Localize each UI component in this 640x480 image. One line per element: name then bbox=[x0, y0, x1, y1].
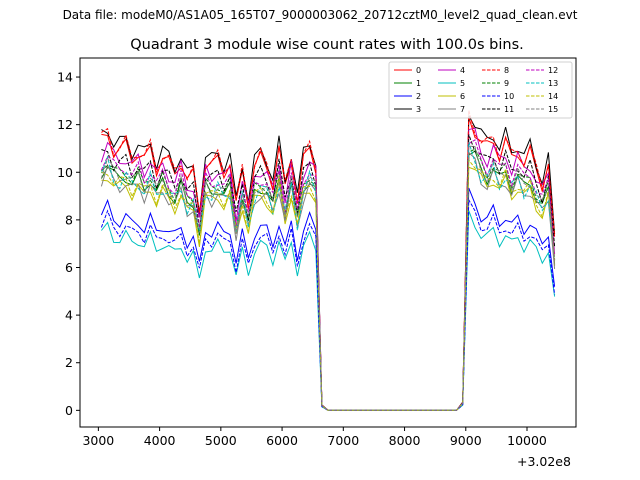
plot-area bbox=[80, 58, 576, 427]
y-tick-label: 2 bbox=[65, 355, 73, 370]
legend-label-2: 2 bbox=[416, 92, 421, 101]
figure-suptitle: Data file: modeM0/AS1A05_165T07_90000030… bbox=[62, 8, 578, 22]
legend-label-7: 7 bbox=[460, 105, 465, 114]
x-tick-label: 10000 bbox=[507, 433, 547, 448]
legend-label-0: 0 bbox=[416, 66, 421, 75]
y-tick-label: 0 bbox=[65, 403, 73, 418]
legend-label-8: 8 bbox=[504, 66, 509, 75]
legend-label-6: 6 bbox=[460, 92, 465, 101]
x-tick-label: 8000 bbox=[389, 433, 421, 448]
legend-label-10: 10 bbox=[504, 92, 514, 101]
y-tick-label: 6 bbox=[65, 260, 73, 275]
y-tick-label: 10 bbox=[57, 165, 73, 180]
axes-frame bbox=[79, 57, 577, 428]
legend-label-1: 1 bbox=[416, 79, 421, 88]
y-tick-label: 4 bbox=[65, 308, 73, 323]
axes-group: 3000 4000 5000 6000 7000 8000 9000 100000246810… bbox=[57, 57, 577, 448]
y-tick-label: 8 bbox=[65, 212, 73, 227]
x-tick-label: 5000 bbox=[205, 433, 237, 448]
x-tick-label: 3000 bbox=[82, 433, 114, 448]
chart-title: Quadrant 3 module wise count rates with … bbox=[130, 37, 524, 53]
x-tick-label: 6000 bbox=[266, 433, 298, 448]
series-line-10 bbox=[100, 198, 556, 411]
x-tick-label: 7000 bbox=[327, 433, 359, 448]
legend-label-9: 9 bbox=[504, 79, 509, 88]
x-tick-label: 9000 bbox=[450, 433, 482, 448]
series-group bbox=[100, 110, 556, 411]
series-line-15 bbox=[100, 145, 556, 411]
series-line-8 bbox=[101, 110, 556, 411]
series-line-14 bbox=[101, 158, 556, 411]
legend-label-15: 15 bbox=[548, 105, 558, 114]
x-tick-label: 4000 bbox=[144, 433, 176, 448]
legend-label-13: 13 bbox=[548, 79, 558, 88]
legend-box bbox=[388, 61, 573, 119]
y-tick-label: 12 bbox=[57, 117, 73, 132]
legend-label-12: 12 bbox=[548, 66, 558, 75]
legend-label-4: 4 bbox=[460, 66, 465, 75]
legend-label-14: 14 bbox=[548, 92, 558, 101]
y-tick-label: 14 bbox=[57, 70, 73, 85]
legend-label-5: 5 bbox=[460, 79, 465, 88]
legend-label-11: 11 bbox=[504, 105, 514, 114]
plot-background bbox=[80, 58, 576, 427]
series-line-9 bbox=[101, 148, 556, 411]
x-offset-label: +3.02e8 bbox=[517, 454, 571, 469]
legend-label-3: 3 bbox=[416, 105, 421, 114]
